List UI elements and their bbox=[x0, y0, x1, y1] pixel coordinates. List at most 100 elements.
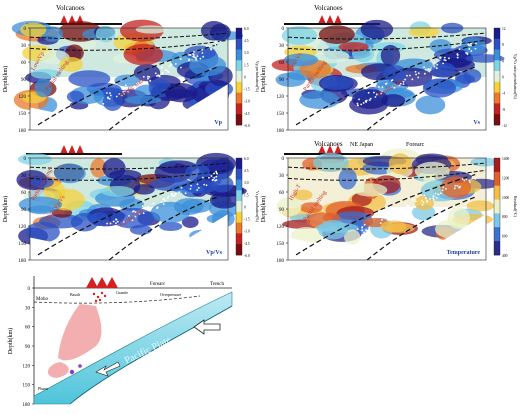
y-tick-label: 90 bbox=[21, 208, 27, 213]
y-tick-label: 0 bbox=[282, 157, 285, 162]
y-tick-label: 90 bbox=[279, 208, 285, 213]
colorbar: 1400 1200 1000 800 600 400 Residual(°C) bbox=[493, 157, 518, 258]
plume-dot bbox=[69, 369, 75, 375]
schem-y-tick: 60 bbox=[25, 326, 31, 331]
region-label: NE Japan bbox=[350, 142, 373, 148]
interface-dashed bbox=[29, 39, 229, 51]
y-tick-label: 0 bbox=[24, 157, 27, 162]
colorbar-tick: 1000 bbox=[502, 196, 509, 200]
y-ticks: 0 30 60 90 120 150 180 bbox=[277, 157, 288, 264]
moho-dashed bbox=[29, 162, 229, 170]
y-tick-label: 60 bbox=[21, 61, 27, 66]
interface-dashed bbox=[287, 169, 487, 181]
temp-figure: Volcanoes NE Japan Forearc 0 30 60 90 120 150 180… bbox=[260, 140, 518, 266]
y-ticks: 0 30 60 90 120 150 180 bbox=[277, 27, 288, 134]
colorbar-tick: -12 bbox=[502, 124, 507, 128]
y-axis-label: Depth(km) bbox=[260, 66, 267, 92]
colorbar-tick: 800 bbox=[502, 215, 508, 219]
colorbar-label: Residual(°C) bbox=[513, 196, 518, 218]
schem-y-tick: 30 bbox=[25, 306, 31, 311]
y-tick-label: 120 bbox=[277, 225, 285, 230]
y-tick-label: 0 bbox=[282, 27, 285, 32]
colorbar-tick: 1400 bbox=[502, 157, 509, 161]
y-tick-label: 30 bbox=[21, 174, 27, 179]
colorbar-label: Vs perturbation(%) bbox=[255, 191, 260, 223]
volcano-icon bbox=[318, 15, 326, 24]
colorbar-tick: 4.5 bbox=[244, 169, 249, 173]
panel-header: Volcanoes bbox=[314, 140, 343, 148]
volcano-icon bbox=[60, 15, 68, 24]
plume-dot bbox=[78, 364, 82, 368]
volcano-icon bbox=[106, 277, 118, 288]
moho-dashed bbox=[287, 162, 487, 170]
schem-y-tick: 0 bbox=[28, 287, 31, 292]
colorbar-tick: 0 bbox=[244, 75, 246, 79]
colorbar: 6.0 4.5 3.0 1.5 0 -1.5 -3.0 -4.5 -6.0 Vp perturba… bbox=[235, 27, 260, 128]
y-tick-label: 180 bbox=[277, 129, 285, 134]
label-moho: Moho bbox=[36, 297, 48, 302]
colorbar-tick: 6.0 bbox=[244, 157, 249, 161]
colorbar-tick: 6.0 bbox=[244, 27, 249, 31]
y-ticks: 0 30 60 90 120 150 180 bbox=[19, 157, 30, 264]
y-tick-label: 60 bbox=[21, 191, 27, 196]
y-tick-label: 120 bbox=[277, 95, 285, 100]
slab-bottom bbox=[366, 196, 477, 261]
vs-figure: Volcanoes0306090120150180Depth(km)Low-Vs… bbox=[260, 4, 518, 136]
panel-corner-label: Temperature bbox=[447, 250, 481, 256]
y-tick-label: 180 bbox=[19, 129, 27, 134]
colorbar-tick: 1.5 bbox=[244, 63, 249, 67]
label-basalt: Basalt bbox=[70, 292, 81, 297]
volcano-icon bbox=[334, 145, 342, 154]
y-tick-label: 30 bbox=[279, 44, 285, 49]
colorbar-tick: 0 bbox=[244, 205, 246, 209]
colorbar-tick: -4.5 bbox=[244, 112, 250, 116]
vs-panel: Volcanoes 0 30 60 90 120 150 180 Depth(km) Low-Vs… bbox=[258, 0, 520, 136]
y-tick-label: 30 bbox=[21, 44, 27, 49]
volcano-icon bbox=[96, 277, 108, 288]
colorbar-tick: 3.0 bbox=[244, 51, 249, 55]
label-granite: Granite bbox=[116, 290, 128, 295]
surface-bar bbox=[284, 23, 380, 25]
colorbar-tick: -4 bbox=[502, 92, 505, 96]
y-tick-label: 120 bbox=[19, 95, 27, 100]
slab-top bbox=[295, 173, 477, 256]
schem-yticks: 0 30 60 90 120 150 180 bbox=[23, 287, 34, 408]
panel-corner-label: Vs bbox=[473, 120, 480, 126]
tomo-image bbox=[276, 148, 500, 246]
y-tick-label: 150 bbox=[19, 112, 27, 117]
colorbar-tick: 3.0 bbox=[244, 181, 249, 185]
slab-bottom bbox=[366, 66, 477, 131]
slab-top bbox=[37, 173, 219, 256]
colorbar-label: Vp perturbation(%) bbox=[255, 61, 260, 93]
colorbar-tick: 12 bbox=[502, 27, 506, 31]
colorbar-tick: 600 bbox=[502, 235, 508, 239]
schem-y-tick: 120 bbox=[23, 364, 31, 369]
label-plume: Plume bbox=[38, 386, 48, 391]
colorbar-tick: -1.5 bbox=[244, 218, 250, 222]
earthquake-dots bbox=[102, 40, 218, 105]
colorbar-tick: 0 bbox=[502, 75, 504, 79]
slab-bottom bbox=[108, 196, 219, 261]
temp-panel: Volcanoes NE Japan Forearc 0 30 60 90 120 150 180… bbox=[258, 136, 520, 266]
y-tick-label: 150 bbox=[277, 112, 285, 117]
y-tick-label: 90 bbox=[21, 78, 27, 83]
y-axis-label: Depth(km) bbox=[2, 66, 9, 92]
vp-panel: Volcanoes 0 30 60 90 120 150 180 Depth(km) Low-Vp… bbox=[0, 0, 260, 136]
moho-dashed bbox=[287, 32, 487, 40]
volcano-icon bbox=[60, 145, 68, 154]
volcano-icon bbox=[334, 15, 342, 24]
colorbar-tick: 1.5 bbox=[244, 193, 249, 197]
colorbar-tick: -3.0 bbox=[244, 230, 250, 234]
colorbar-tick: -6.0 bbox=[244, 124, 250, 128]
label-forearc: Forearc bbox=[150, 282, 166, 287]
y-tick-label: 0 bbox=[24, 27, 27, 32]
earthquake-dots bbox=[356, 173, 477, 234]
melt-zone bbox=[58, 304, 102, 361]
melt-blob bbox=[47, 362, 69, 378]
y-tick-label: 60 bbox=[279, 61, 285, 66]
interface-dashed bbox=[287, 39, 487, 51]
colorbar: 12 8 4 0 -4 -8 -12 Vp/Vs ratio perturbation(%) bbox=[493, 27, 518, 128]
volcano-icon bbox=[76, 145, 84, 154]
volcano-icon bbox=[86, 277, 98, 288]
